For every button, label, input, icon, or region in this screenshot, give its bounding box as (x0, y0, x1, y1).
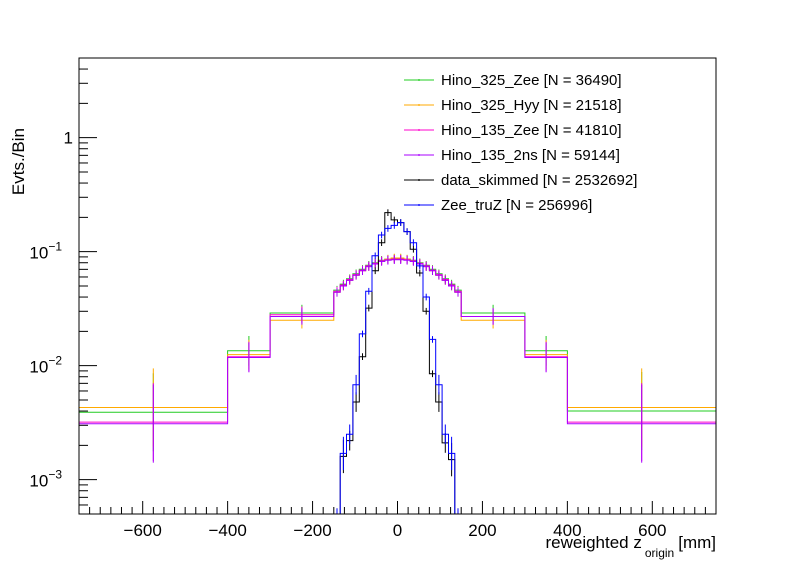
x-tick-label: 600 (638, 521, 666, 540)
y-tick-base: 10 (29, 472, 48, 491)
y-tick-label: 1 (64, 129, 73, 148)
legend-label: Hino_135_Zee [N = 41810] (441, 122, 622, 139)
y-tick-exponent: −3 (48, 468, 62, 482)
x-tick-label: 0 (393, 521, 402, 540)
x-axis-title-unit: [mm] (678, 533, 716, 552)
legend: Hino_325_Zee [N = 36490] Hino_325_Hyy [N … (404, 72, 637, 214)
x-axis-title-main: reweighted z (545, 533, 641, 552)
legend-label: Hino_135_2ns [N = 59144] (441, 147, 620, 164)
legend-label: Hino_325_Hyy [N = 21518] (441, 97, 622, 114)
y-tick-label: 10−1 (29, 240, 62, 263)
legend-label: Zee_truZ [N = 256996] (441, 197, 592, 214)
y-tick-exponent: −1 (48, 240, 62, 254)
plot-area (79, 209, 716, 515)
y-tick-label: 10−2 (29, 354, 62, 377)
x-tick-label: −400 (208, 521, 246, 540)
legend-label: data_skimmed [N = 2532692] (441, 172, 637, 189)
y-tick-exponent: −2 (48, 354, 62, 368)
x-tick-label: −600 (124, 521, 162, 540)
y-axis-title: Evts./Bin (9, 128, 28, 195)
series-Hino_135_2ns (79, 259, 716, 425)
x-tick-label: −200 (293, 521, 331, 540)
y-tick-label: 10−3 (29, 468, 62, 491)
y-tick-base: 10 (29, 358, 48, 377)
series-Hino_135_Zee (79, 258, 716, 423)
x-tick-label: 200 (468, 521, 496, 540)
x-axis-title: reweighted z origin [mm] (545, 533, 716, 560)
x-axis-title-subscript: origin (645, 546, 674, 560)
legend-label: Hino_325_Zee [N = 36490] (441, 72, 622, 89)
y-tick-base: 10 (29, 244, 48, 263)
x-tick-label: 400 (553, 521, 581, 540)
